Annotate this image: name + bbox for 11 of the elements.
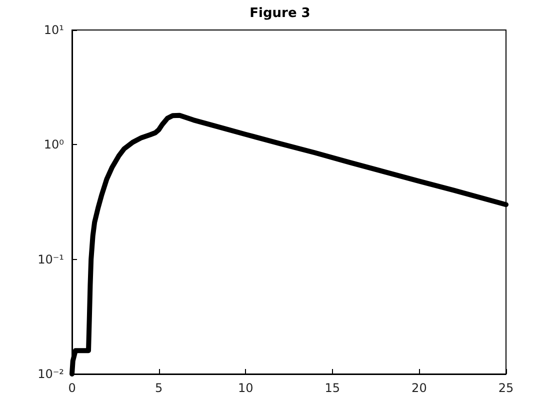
y-tick-label: 10¹ [44, 23, 64, 37]
chart-title: Figure 3 [250, 6, 310, 21]
x-tick-label: 15 [324, 381, 340, 395]
x-tick-label: 20 [412, 381, 427, 395]
x-tick-label: 5 [154, 381, 163, 395]
y-tick-label: 10⁻² [38, 367, 64, 381]
y-tick-label: 10⁰ [44, 138, 64, 152]
y-tick-label: 10⁻¹ [38, 252, 64, 266]
x-tick-label: 10 [238, 381, 254, 395]
x-tick-label: 25 [498, 381, 514, 395]
x-tick-label: 0 [68, 381, 76, 395]
